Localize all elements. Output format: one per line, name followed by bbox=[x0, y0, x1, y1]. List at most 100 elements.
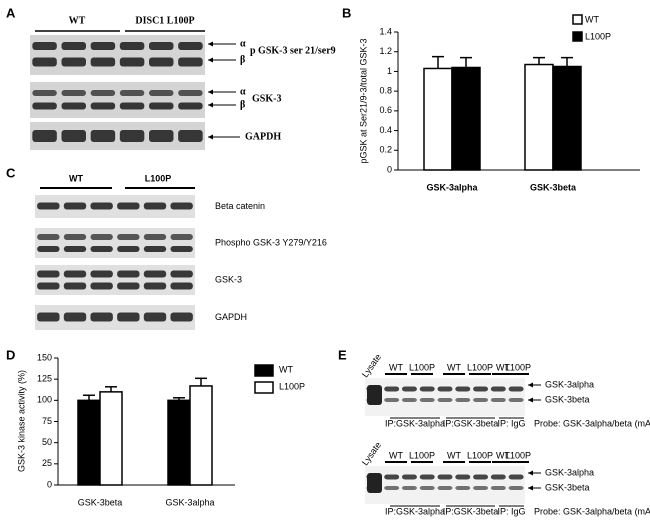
band bbox=[61, 130, 86, 142]
band bbox=[119, 130, 145, 142]
band bbox=[32, 42, 57, 50]
y-tick-label: 125 bbox=[37, 374, 52, 384]
band bbox=[117, 202, 140, 210]
band bbox=[178, 90, 203, 96]
band bbox=[149, 42, 174, 50]
lysate-label: Lysate bbox=[360, 440, 383, 467]
band bbox=[419, 474, 435, 480]
band bbox=[384, 398, 400, 402]
band bbox=[419, 386, 435, 392]
arrow-head bbox=[208, 89, 213, 95]
panel-label: E bbox=[338, 347, 347, 362]
band bbox=[401, 474, 417, 480]
blot bbox=[365, 378, 525, 416]
band bbox=[119, 57, 145, 67]
arrow-head bbox=[528, 485, 533, 491]
y-tick-label: 0.4 bbox=[379, 125, 392, 135]
band bbox=[90, 246, 113, 252]
group-label: WT bbox=[69, 173, 83, 183]
blot bbox=[365, 466, 525, 504]
bar bbox=[167, 399, 191, 486]
band bbox=[143, 282, 167, 290]
blot bbox=[30, 35, 205, 75]
legend-label: WT bbox=[279, 364, 293, 374]
band bbox=[117, 282, 140, 290]
group-label: L100P bbox=[467, 450, 493, 460]
band bbox=[437, 386, 453, 392]
group-label: WT bbox=[447, 450, 461, 460]
band bbox=[455, 474, 471, 480]
band bbox=[90, 234, 113, 240]
y-tick-label: 25 bbox=[42, 458, 52, 468]
legend-swatch bbox=[254, 364, 274, 377]
band bbox=[119, 42, 145, 50]
band bbox=[32, 102, 57, 110]
group-label: WT bbox=[496, 450, 510, 460]
band bbox=[178, 130, 203, 142]
band bbox=[90, 42, 116, 50]
band bbox=[90, 270, 113, 278]
arrow-head bbox=[528, 470, 533, 476]
band bbox=[508, 386, 524, 392]
band bbox=[117, 246, 140, 252]
bar bbox=[451, 66, 481, 171]
band bbox=[473, 398, 489, 402]
y-tick-label: 50 bbox=[42, 437, 52, 447]
ip-label: IP:GSK-3beta bbox=[443, 506, 499, 516]
probe-label: Probe: GSK-3alpha/beta (mAb) bbox=[534, 418, 650, 428]
blot bbox=[35, 265, 195, 295]
band bbox=[384, 474, 400, 480]
blot bbox=[35, 228, 195, 258]
band bbox=[61, 102, 86, 110]
band bbox=[473, 486, 489, 490]
band bbox=[367, 385, 382, 405]
band bbox=[508, 486, 524, 490]
band bbox=[63, 282, 87, 290]
blot bbox=[30, 122, 205, 150]
band bbox=[61, 42, 86, 50]
y-tick-label: 1.2 bbox=[379, 46, 392, 56]
blot-label: GSK-3 bbox=[215, 274, 242, 284]
band bbox=[143, 234, 167, 240]
band bbox=[455, 398, 471, 402]
band bbox=[170, 234, 193, 240]
group-label: L100P bbox=[145, 173, 172, 183]
band bbox=[384, 486, 400, 490]
band bbox=[32, 90, 57, 96]
band bbox=[455, 486, 471, 490]
y-tick-label: 0 bbox=[387, 164, 392, 174]
band bbox=[61, 90, 86, 96]
group-label: WT bbox=[389, 362, 403, 372]
band bbox=[32, 130, 57, 142]
band bbox=[149, 130, 174, 142]
y-tick-label: 0.6 bbox=[379, 105, 392, 115]
y-tick-label: 0.8 bbox=[379, 86, 392, 96]
blot-label: GAPDH bbox=[215, 312, 247, 322]
band bbox=[437, 474, 453, 480]
group-label: L100P bbox=[467, 362, 493, 372]
band bbox=[37, 202, 60, 210]
ip-label: IP: IgG bbox=[497, 418, 525, 428]
blot-label: Phospho GSK-3 Y279/Y216 bbox=[215, 237, 327, 247]
band bbox=[401, 386, 417, 392]
band-label: GSK-3beta bbox=[545, 394, 590, 404]
blot-label: GSK-3 bbox=[252, 93, 281, 104]
arrow-head bbox=[208, 134, 213, 140]
band bbox=[90, 282, 113, 290]
group-label: DISC1 L100P bbox=[135, 15, 194, 26]
x-tick-label: GSK-3alpha bbox=[165, 497, 214, 507]
band-label: β bbox=[240, 99, 245, 110]
x-tick-label: GSK-3beta bbox=[78, 497, 123, 507]
bar bbox=[423, 67, 453, 171]
group-label: L100P bbox=[409, 450, 435, 460]
band bbox=[119, 102, 145, 110]
legend-swatch bbox=[254, 381, 274, 394]
group-label: L100P bbox=[409, 362, 435, 372]
band bbox=[90, 102, 116, 110]
band bbox=[490, 474, 506, 480]
blot-label: p GSK-3 ser 21/ser9 bbox=[250, 45, 336, 56]
band bbox=[508, 474, 524, 480]
band bbox=[143, 312, 167, 322]
legend-swatch bbox=[572, 14, 583, 25]
